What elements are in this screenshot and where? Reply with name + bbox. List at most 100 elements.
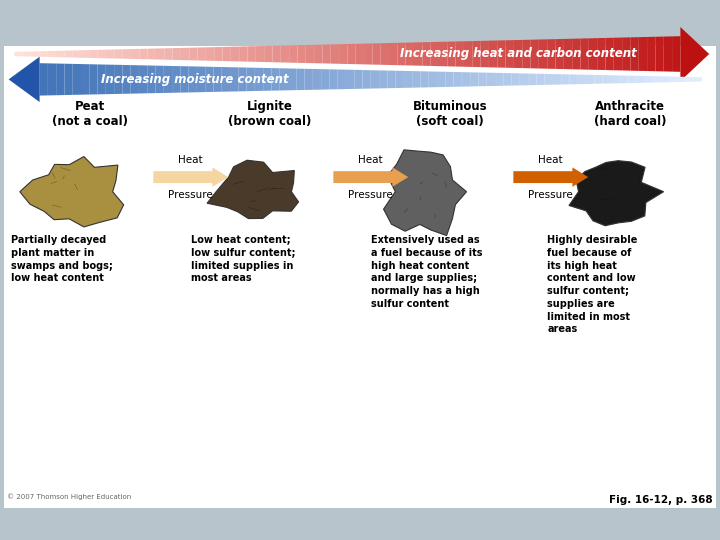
- Polygon shape: [230, 67, 238, 92]
- Polygon shape: [306, 45, 314, 63]
- Text: Anthracite
(hard coal): Anthracite (hard coal): [594, 100, 666, 128]
- Polygon shape: [528, 73, 536, 85]
- Polygon shape: [347, 44, 356, 64]
- Polygon shape: [431, 42, 439, 66]
- Polygon shape: [652, 76, 661, 83]
- Polygon shape: [481, 40, 489, 68]
- Text: Heat: Heat: [359, 154, 383, 165]
- Polygon shape: [595, 75, 603, 84]
- Polygon shape: [122, 49, 131, 59]
- Polygon shape: [189, 66, 197, 92]
- Polygon shape: [597, 38, 606, 70]
- Polygon shape: [644, 76, 652, 83]
- Polygon shape: [553, 74, 562, 85]
- Polygon shape: [314, 45, 323, 63]
- Polygon shape: [205, 67, 213, 92]
- Polygon shape: [281, 45, 289, 63]
- Polygon shape: [580, 38, 589, 70]
- Polygon shape: [562, 74, 570, 85]
- Polygon shape: [570, 75, 577, 84]
- Polygon shape: [148, 65, 156, 93]
- Polygon shape: [122, 65, 131, 94]
- Polygon shape: [412, 71, 420, 87]
- Polygon shape: [636, 76, 644, 83]
- Polygon shape: [478, 72, 487, 86]
- Polygon shape: [539, 39, 547, 69]
- Text: Pressure: Pressure: [528, 190, 573, 200]
- Polygon shape: [106, 65, 114, 94]
- Polygon shape: [423, 42, 431, 66]
- Polygon shape: [89, 50, 98, 58]
- Polygon shape: [647, 37, 655, 71]
- Polygon shape: [387, 71, 396, 88]
- Polygon shape: [346, 70, 354, 89]
- Polygon shape: [694, 77, 702, 82]
- Text: Pressure: Pressure: [168, 190, 213, 200]
- Polygon shape: [364, 43, 372, 65]
- Polygon shape: [372, 43, 381, 65]
- Text: © 2007 Thomson Higher Education: © 2007 Thomson Higher Education: [7, 493, 132, 500]
- Polygon shape: [48, 63, 56, 96]
- Polygon shape: [173, 48, 181, 60]
- Polygon shape: [414, 42, 423, 66]
- Polygon shape: [288, 69, 297, 90]
- Polygon shape: [606, 38, 613, 70]
- Polygon shape: [547, 39, 556, 69]
- Polygon shape: [272, 45, 281, 63]
- Polygon shape: [531, 39, 539, 69]
- Polygon shape: [248, 46, 256, 62]
- Polygon shape: [330, 69, 338, 90]
- Polygon shape: [544, 74, 553, 85]
- Polygon shape: [206, 47, 215, 61]
- Polygon shape: [64, 50, 73, 58]
- Text: Low heat content;
low sulfur content;
limited supplies in
most areas: Low heat content; low sulfur content; li…: [191, 235, 295, 284]
- Polygon shape: [456, 41, 464, 67]
- Polygon shape: [23, 51, 31, 57]
- Polygon shape: [556, 39, 564, 69]
- Polygon shape: [114, 65, 122, 94]
- Polygon shape: [396, 71, 404, 88]
- Polygon shape: [505, 40, 514, 68]
- FancyArrow shape: [333, 167, 408, 187]
- Polygon shape: [429, 71, 437, 87]
- Polygon shape: [669, 77, 677, 82]
- Text: Heat: Heat: [179, 154, 203, 165]
- Polygon shape: [65, 64, 73, 95]
- Polygon shape: [289, 45, 297, 63]
- Polygon shape: [189, 48, 197, 60]
- Polygon shape: [31, 51, 40, 57]
- Polygon shape: [215, 47, 222, 61]
- Polygon shape: [246, 68, 255, 91]
- Polygon shape: [680, 27, 709, 81]
- Polygon shape: [20, 157, 124, 227]
- Polygon shape: [520, 73, 528, 85]
- Text: Pressure: Pressure: [348, 190, 393, 200]
- Polygon shape: [672, 36, 680, 72]
- Polygon shape: [569, 161, 664, 226]
- Polygon shape: [420, 71, 429, 87]
- Polygon shape: [56, 64, 65, 95]
- Polygon shape: [487, 73, 495, 86]
- Polygon shape: [238, 68, 246, 91]
- Polygon shape: [73, 64, 81, 95]
- Polygon shape: [197, 48, 206, 60]
- Polygon shape: [381, 43, 389, 65]
- Polygon shape: [603, 75, 611, 84]
- FancyBboxPatch shape: [4, 46, 716, 508]
- Polygon shape: [264, 46, 272, 62]
- Polygon shape: [664, 36, 672, 72]
- Polygon shape: [280, 68, 288, 91]
- Polygon shape: [81, 64, 89, 94]
- Polygon shape: [564, 39, 572, 69]
- Polygon shape: [384, 150, 467, 235]
- Polygon shape: [354, 70, 363, 89]
- Polygon shape: [589, 38, 597, 70]
- Polygon shape: [73, 50, 81, 58]
- Polygon shape: [312, 69, 321, 90]
- Polygon shape: [586, 75, 595, 84]
- Polygon shape: [81, 50, 89, 58]
- Polygon shape: [181, 48, 189, 60]
- Polygon shape: [156, 48, 164, 60]
- FancyArrow shape: [513, 167, 588, 187]
- Text: Bituminous
(soft coal): Bituminous (soft coal): [413, 100, 487, 128]
